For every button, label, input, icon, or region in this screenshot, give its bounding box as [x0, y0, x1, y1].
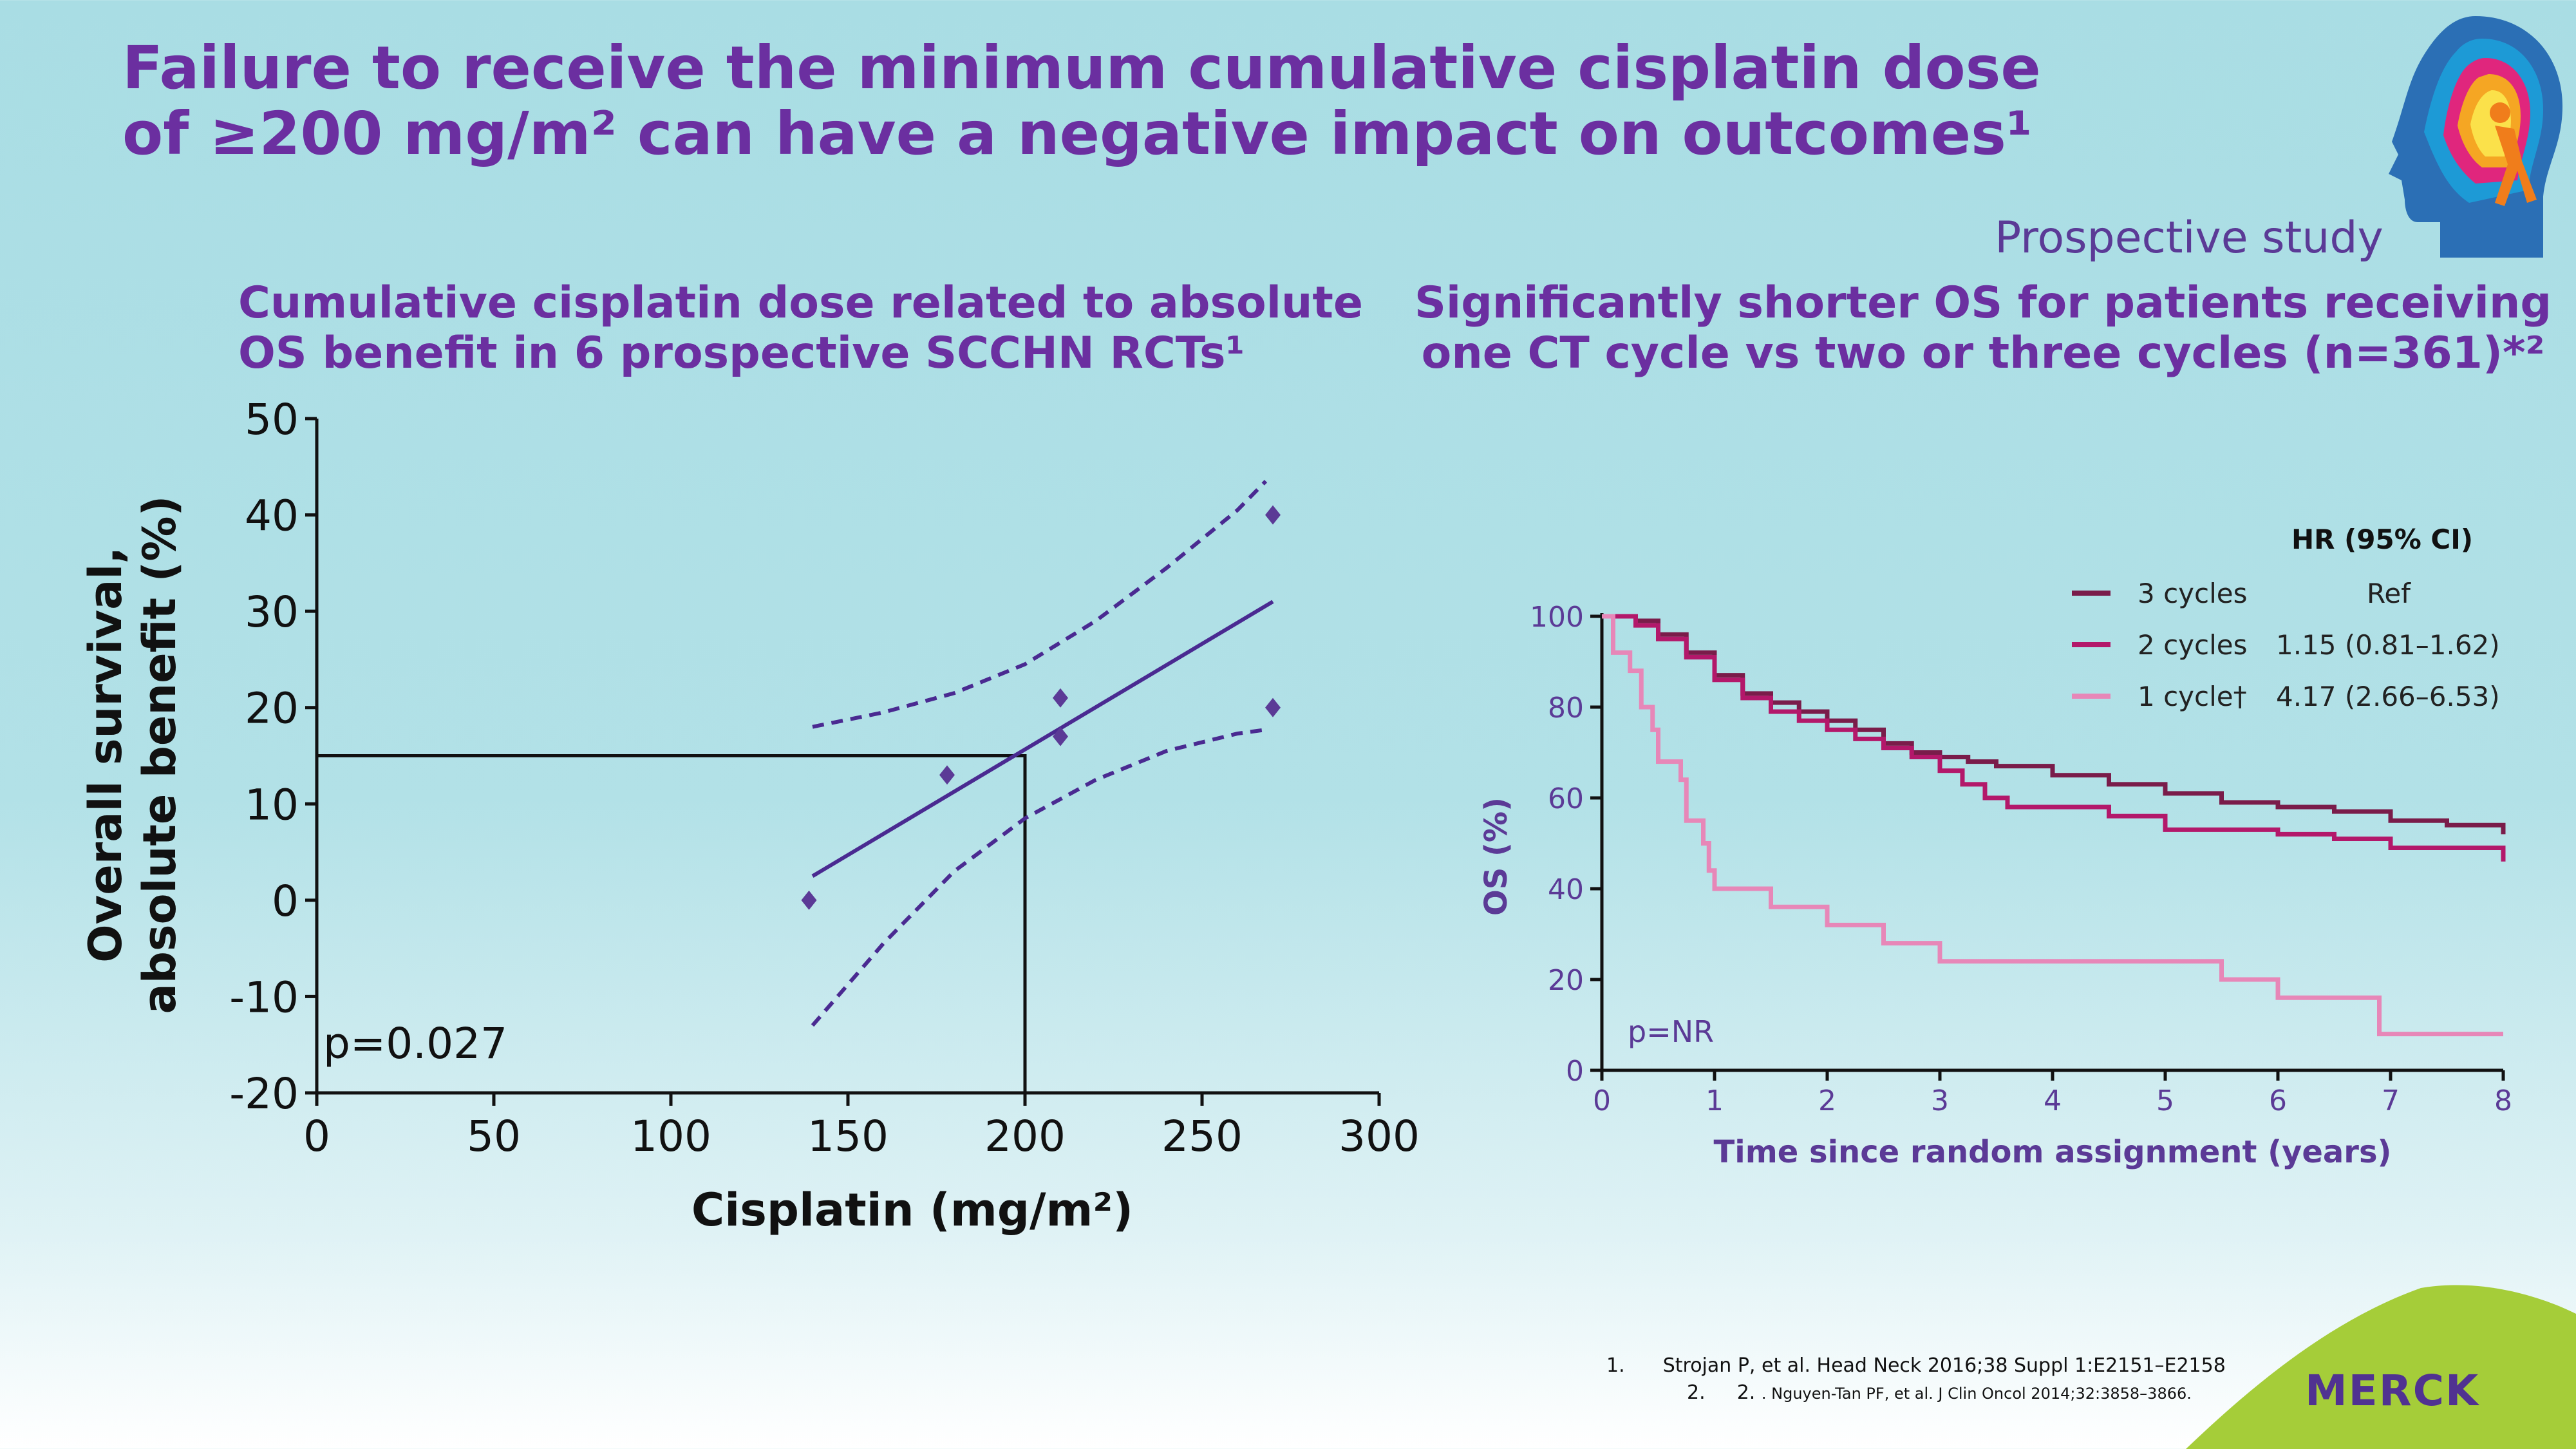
- survival-km-chart: 100 80 60 40 20 00 1 2 3 4 5 6 7 8 Time since random a…: [1478, 524, 2512, 1170]
- y-axis-label: Overall survival, absolute benefit (%): [79, 496, 186, 1014]
- data-point: [1053, 688, 1068, 708]
- reference-2: 2. 2. . Nguyen-Tan PF, et al. J Clin Onc…: [1606, 1379, 2294, 1407]
- left-heading-line1: Cumulative cisplatin dose related to abs…: [238, 278, 1364, 328]
- regression-line: [811, 600, 1274, 878]
- y-axis-label-line1: Overall survival,: [79, 547, 132, 963]
- x-tick-label: 0: [303, 1112, 330, 1161]
- km-y-tick-label: 60: [1548, 782, 1584, 815]
- data-point: [1265, 505, 1281, 525]
- km-p-value-annotation: p=NR: [1628, 1014, 1714, 1049]
- x-tick-label: 300: [1339, 1112, 1420, 1161]
- p-value-annotation: p=0.027: [323, 1019, 507, 1068]
- km-x-tick-label: 7: [2382, 1084, 2400, 1117]
- km-y-tick-label: 0: [1566, 1055, 1584, 1088]
- reference-2-inner-number: 2.: [1736, 1381, 1756, 1404]
- y-tick-label: 20: [245, 684, 299, 734]
- km-series-line: [1602, 614, 2506, 862]
- km-y-tick-label: 100: [1530, 601, 1584, 634]
- km-x-tick-label: 1: [1706, 1084, 1724, 1117]
- data-point: [1053, 726, 1068, 746]
- y-tick-label: 40: [245, 491, 299, 541]
- x-tick-label: 100: [630, 1112, 711, 1161]
- km-x-tick-label: 2: [1818, 1084, 1836, 1117]
- km-x-tick-label: 5: [2156, 1084, 2174, 1117]
- y-tick-label: 50: [245, 395, 299, 444]
- km-x-tick-label: 8: [2494, 1084, 2512, 1117]
- prospective-study-label: Prospective study: [1995, 213, 2383, 263]
- y-tick-label: 0: [272, 876, 299, 926]
- y-tick-label: -10: [229, 972, 299, 1022]
- km-y-tick-label: 80: [1548, 692, 1584, 724]
- legend-header: HR (95% CI): [2291, 524, 2473, 555]
- references: 1. Strojan P, et al. Head Neck 2016;38 S…: [1606, 1352, 2294, 1423]
- reference-1: 1. Strojan P, et al. Head Neck 2016;38 S…: [1606, 1352, 2294, 1379]
- km-x-tick-label: 3: [1931, 1084, 1949, 1117]
- x-tick-label: 150: [807, 1112, 888, 1161]
- slide-title-line1: Failure to receive the minimum cumulativ…: [122, 33, 2041, 102]
- right-heading-line1: Significantly shorter OS for patients re…: [1414, 278, 2552, 328]
- legend-series-name: 2 cycles: [2138, 629, 2248, 661]
- legend-hr-value: Ref: [2367, 578, 2411, 609]
- reference-2-number: 2.: [1687, 1381, 1706, 1404]
- data-point: [939, 765, 955, 785]
- right-heading-line2: one CT cycle vs two or three cycles (n=3…: [1421, 328, 2545, 379]
- legend-hr-value: 4.17 (2.66–6.53): [2276, 681, 2500, 712]
- km-y-tick-label: 20: [1548, 964, 1584, 997]
- legend-series-name: 3 cycles: [2138, 578, 2248, 609]
- merck-logo: MERCK: [2305, 1366, 2480, 1416]
- reference-line: [317, 754, 1027, 1093]
- right-chart-heading: Significantly shorter OS for patients re…: [1404, 278, 2562, 379]
- slide-title: Failure to receive the minimum cumulativ…: [122, 35, 2247, 167]
- x-tick-label: 50: [467, 1112, 521, 1161]
- reference-1-text: Strojan P, et al. Head Neck 2016;38 Supp…: [1662, 1354, 2226, 1377]
- reference-2-text: . Nguyen-Tan PF, et al. J Clin Oncol 201…: [1761, 1385, 2192, 1403]
- reference-2-trailing-dot: .: [2289, 1405, 2294, 1423]
- km-series-line: [1602, 614, 2503, 1037]
- left-heading-line2: OS benefit in 6 prospective SCCHN RCTs¹: [238, 328, 1245, 379]
- km-x-tick-label: 0: [1593, 1084, 1611, 1117]
- km-x-tick-label: 6: [2269, 1084, 2287, 1117]
- x-tick-label: 200: [984, 1112, 1066, 1161]
- y-tick-label: -20: [229, 1069, 299, 1119]
- x-tick-label: 250: [1161, 1112, 1243, 1161]
- y-axis-label-line2: absolute benefit (%): [133, 496, 186, 1014]
- y-tick-label: 10: [245, 780, 299, 829]
- reference-1-number: 1.: [1606, 1354, 1625, 1377]
- km-y-tick-label: 40: [1548, 873, 1584, 906]
- ci-lower-line: [811, 728, 1266, 1027]
- left-chart-heading: Cumulative cisplatin dose related to abs…: [238, 278, 1364, 379]
- legend-hr-value: 1.15 (0.81–1.62): [2276, 629, 2500, 661]
- y-tick-label: 30: [245, 587, 299, 637]
- x-axis-label: Cisplatin (mg/m²): [691, 1184, 1133, 1236]
- slide-title-line2: of ≥200 mg/m² can have a negative impact…: [122, 99, 2033, 168]
- data-point: [801, 890, 817, 910]
- km-y-axis-label: OS (%): [1478, 797, 1514, 916]
- ci-upper-line: [812, 480, 1268, 729]
- data-point: [1265, 697, 1281, 717]
- km-x-axis-label: Time since random assignment (years): [1714, 1134, 2392, 1170]
- legend-series-name: 1 cycle†: [2138, 681, 2247, 712]
- km-x-tick-label: 4: [2044, 1084, 2062, 1117]
- head-profile-logo: [2389, 16, 2562, 258]
